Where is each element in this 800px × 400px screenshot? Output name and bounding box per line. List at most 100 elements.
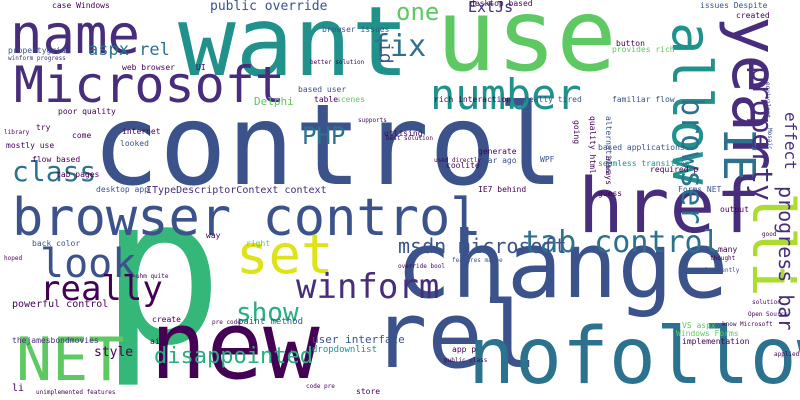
word: web browser bbox=[122, 63, 175, 72]
word: supports bbox=[358, 117, 387, 124]
word: internet bbox=[122, 127, 161, 136]
word: library bbox=[4, 129, 30, 136]
word: tab pages bbox=[56, 170, 100, 179]
word: utlising bbox=[384, 129, 423, 138]
word: thought bbox=[710, 255, 736, 262]
word: pre code bbox=[212, 319, 241, 326]
word: Microsoft bbox=[14, 56, 285, 114]
word: implementation bbox=[682, 337, 750, 346]
word: case Windows bbox=[52, 1, 110, 10]
word: come bbox=[72, 131, 92, 140]
word: app p bbox=[452, 345, 477, 354]
word: control bbox=[92, 81, 565, 211]
word: browser bbox=[674, 98, 709, 225]
word: required p bbox=[650, 165, 699, 174]
word: good bbox=[762, 231, 777, 238]
word: fix bbox=[372, 29, 427, 64]
word: really tired bbox=[524, 95, 582, 104]
word: create bbox=[152, 315, 181, 324]
word: ITypeDescriptorContext context bbox=[146, 185, 327, 196]
word: created bbox=[736, 11, 770, 20]
word: msdn microsoft bbox=[398, 234, 567, 258]
word: year ago bbox=[478, 156, 517, 165]
word: guess bbox=[598, 189, 623, 198]
word: improved recently bbox=[678, 267, 740, 274]
word: dropdownlist bbox=[312, 345, 378, 355]
word: know Microsoft bbox=[722, 321, 773, 328]
word: features maybe bbox=[452, 257, 503, 264]
word: use bbox=[436, 0, 617, 94]
word: applied bbox=[774, 351, 800, 358]
word: tab control bbox=[522, 225, 721, 260]
word: going bbox=[572, 120, 581, 145]
word: p bbox=[100, 153, 224, 391]
word: new bbox=[150, 292, 320, 400]
word: override bool bbox=[398, 263, 445, 270]
word: Delphi bbox=[254, 95, 294, 108]
word: style bbox=[94, 345, 134, 360]
word: winform progress bbox=[8, 55, 66, 62]
word: Open Source bbox=[748, 311, 788, 318]
word: property bbox=[746, 66, 779, 201]
word: UI bbox=[196, 63, 206, 72]
word: want bbox=[178, 0, 410, 98]
word: generate bbox=[478, 147, 517, 156]
word: winform bbox=[296, 267, 440, 307]
word: ExtJs bbox=[468, 0, 514, 16]
word: rel bbox=[372, 282, 539, 389]
word: Mosaic bbox=[766, 128, 773, 150]
word: id bbox=[375, 42, 396, 64]
word: hoped bbox=[4, 255, 23, 262]
word: looked bbox=[120, 139, 149, 148]
word: solution bbox=[752, 299, 781, 306]
word: IE7 behind bbox=[478, 185, 527, 194]
word: always bbox=[604, 156, 613, 185]
word: NET bbox=[16, 325, 125, 395]
word: table bbox=[314, 95, 339, 104]
word: year bbox=[717, 16, 791, 171]
word: show bbox=[236, 298, 299, 328]
word: coolite bbox=[446, 161, 480, 170]
word: class bbox=[12, 155, 97, 188]
word: set bbox=[236, 223, 334, 286]
word: poor quality bbox=[58, 107, 116, 116]
word: allow bbox=[660, 22, 723, 185]
word: thejamesbondmovies bbox=[12, 336, 99, 345]
word: li bbox=[12, 383, 25, 394]
word: Windows Forms bbox=[676, 329, 739, 338]
word: equivalent bbox=[764, 82, 771, 119]
word: familiar flow bbox=[612, 95, 675, 104]
word: paint method bbox=[238, 317, 304, 327]
word: desktop based bbox=[470, 0, 533, 8]
word: seamless transition bbox=[598, 159, 690, 168]
word: WPF bbox=[540, 155, 555, 164]
word: scenes bbox=[336, 95, 365, 104]
word: based user bbox=[298, 85, 347, 94]
word: way bbox=[206, 231, 221, 240]
word: progress bar bbox=[774, 186, 798, 331]
word: change bbox=[396, 212, 729, 319]
word: aim bbox=[150, 337, 165, 346]
word: public override bbox=[210, 0, 328, 14]
word: used directly bbox=[434, 157, 481, 164]
word: uhm quite bbox=[136, 273, 169, 280]
word: disappointed bbox=[154, 344, 313, 369]
word: flow based bbox=[32, 155, 81, 164]
word: public class bbox=[444, 357, 488, 364]
word: number bbox=[430, 70, 582, 119]
word: better solution bbox=[310, 59, 365, 66]
word: user interface bbox=[312, 333, 405, 346]
word: try bbox=[36, 123, 51, 132]
word: button bbox=[616, 39, 645, 48]
word: mostly use bbox=[6, 141, 55, 150]
word: IE bbox=[713, 128, 764, 181]
word: nofollow bbox=[468, 312, 800, 400]
word: href bbox=[578, 161, 762, 250]
word: powerful control bbox=[12, 299, 109, 310]
word: VS aspx bbox=[682, 321, 716, 330]
word: browser issues bbox=[322, 25, 390, 34]
word: issues Despite bbox=[700, 1, 768, 10]
word: look bbox=[40, 241, 137, 287]
word: code pre bbox=[306, 383, 335, 390]
